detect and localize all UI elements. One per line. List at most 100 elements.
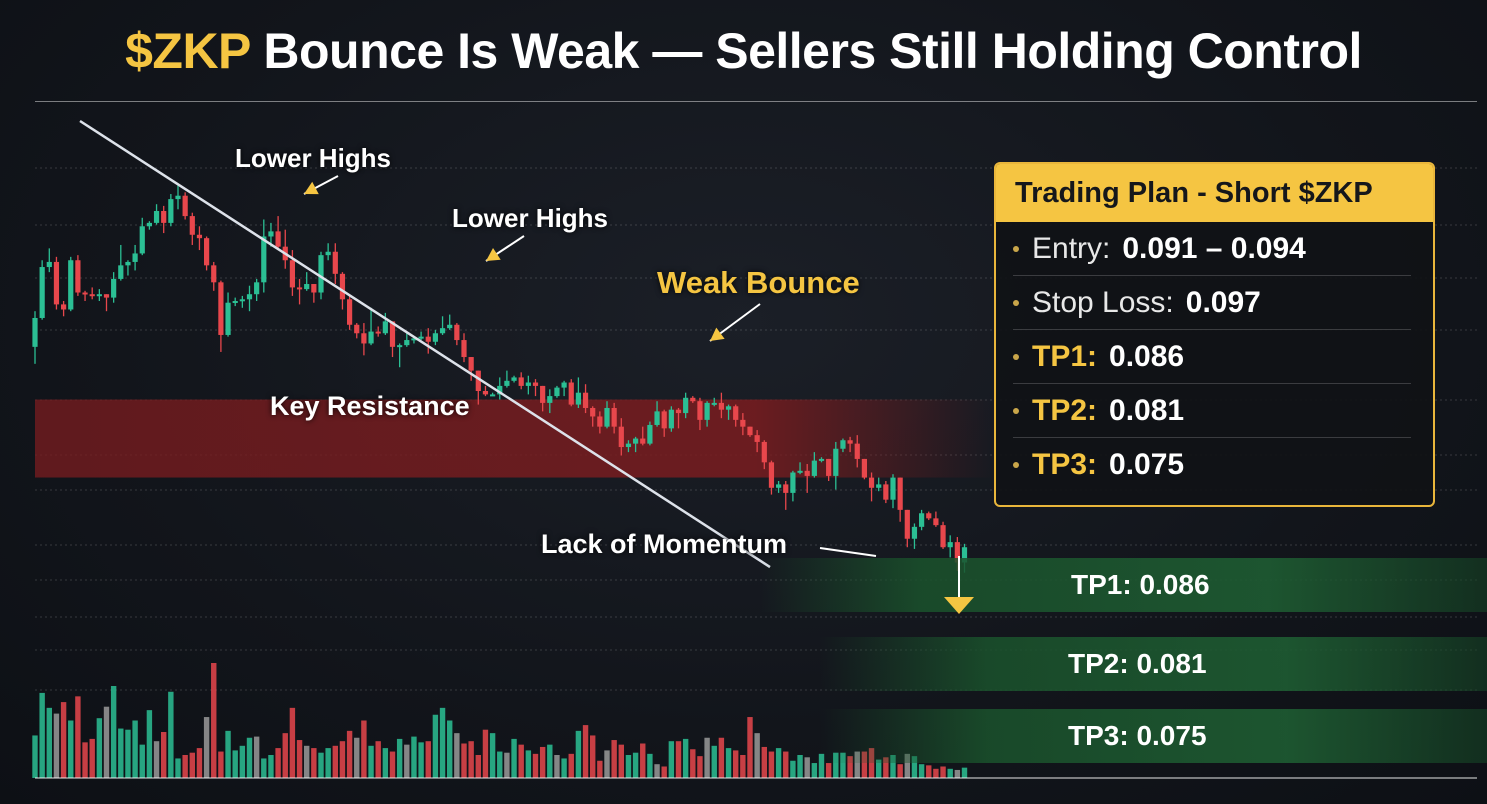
volume-bar [60, 702, 67, 778]
candle-body [561, 382, 567, 388]
candle-body [718, 402, 724, 410]
volume-bar [590, 735, 596, 778]
candle [139, 217, 145, 256]
candle [482, 385, 489, 397]
volume-bar [532, 753, 539, 778]
candle-body [525, 382, 531, 386]
tp3-target-band: TP3: 0.075 [820, 709, 1487, 763]
candle-body [411, 338, 417, 341]
candle-body [96, 294, 102, 297]
candle-body [911, 526, 918, 539]
tp2-value: 0.081 [1109, 393, 1185, 427]
volume-bar [704, 737, 710, 778]
candle-body [246, 294, 253, 300]
candle-body [225, 302, 231, 335]
candle [439, 316, 446, 335]
candle-body [597, 416, 603, 427]
candle [368, 307, 374, 346]
candle [575, 377, 581, 408]
candle [718, 392, 724, 419]
volume-bar [454, 733, 460, 778]
candle [854, 435, 860, 468]
candle [797, 462, 803, 475]
arrow-head-icon [710, 327, 725, 341]
candle-body [633, 438, 639, 444]
candle-body [447, 324, 453, 329]
trading-plan-panel: Trading Plan - Short $ZKP Entry: 0.091 –… [994, 162, 1435, 507]
stop-loss-label: Stop Loss: [1032, 285, 1174, 319]
volume-bar [604, 750, 610, 778]
candle [246, 285, 253, 312]
volume-bar [632, 752, 639, 778]
tp2-label: TP2: [1032, 393, 1098, 427]
candle-body [32, 317, 38, 347]
volume-bar [718, 737, 725, 778]
volume-bar [425, 741, 431, 778]
candle-body [397, 345, 403, 348]
candle [311, 284, 317, 303]
candle [39, 260, 45, 320]
candle-body [61, 304, 67, 310]
candle-body [947, 542, 953, 548]
volume-bar [861, 751, 868, 778]
volume-bar [475, 755, 481, 778]
candle [547, 389, 553, 414]
candle [532, 379, 539, 397]
candle-body [196, 234, 203, 239]
candle [261, 219, 267, 293]
volume-bar [754, 733, 760, 778]
candle-body [389, 321, 396, 347]
title-ticker: $ZKP [125, 23, 250, 79]
candle [461, 333, 467, 363]
candle-body [182, 195, 188, 217]
candle [625, 440, 632, 453]
candle-body [861, 458, 867, 478]
candle [911, 523, 918, 549]
volume-bar [804, 757, 810, 778]
volume-bar [46, 707, 52, 778]
candle-body [103, 294, 110, 298]
candle [175, 185, 181, 210]
candle-body [211, 265, 217, 283]
candle [804, 464, 810, 493]
candle [382, 312, 388, 335]
volume-bar [818, 753, 825, 778]
entry-label: Entry: [1032, 231, 1111, 265]
candle-body [747, 426, 753, 436]
lower-highs-pointer-2 [485, 235, 525, 262]
candle [182, 192, 188, 220]
volume-bar [904, 753, 910, 778]
candle-body [961, 547, 968, 563]
key-resistance-zone [35, 399, 995, 478]
candle [418, 331, 424, 341]
bullet-icon [1013, 299, 1019, 306]
candle [375, 326, 381, 337]
candle-body [754, 435, 760, 442]
candle-body [89, 294, 95, 297]
candle-body [475, 370, 481, 391]
candle-body [790, 472, 796, 493]
annotation-pointers [303, 175, 877, 557]
volume-bar [432, 714, 439, 778]
candle-body [890, 477, 896, 500]
candle [225, 292, 231, 337]
candle [883, 481, 889, 504]
volume-bar [511, 738, 517, 778]
volume-bar [582, 725, 589, 778]
volume-bar [132, 720, 138, 778]
stop-loss-value: 0.097 [1185, 285, 1261, 319]
volume-bar [304, 745, 310, 778]
candle-body [439, 328, 446, 334]
volume-bar [282, 733, 288, 778]
candle [304, 272, 310, 291]
candle [790, 470, 796, 502]
candlesticks [32, 185, 968, 573]
candle-body [111, 278, 117, 298]
candle [296, 278, 303, 305]
volume-bar [346, 730, 353, 778]
candle-body [776, 484, 782, 488]
volume-bar [153, 741, 160, 778]
volume-bar [389, 751, 396, 778]
volume-bar [218, 751, 224, 778]
candle [618, 418, 624, 456]
